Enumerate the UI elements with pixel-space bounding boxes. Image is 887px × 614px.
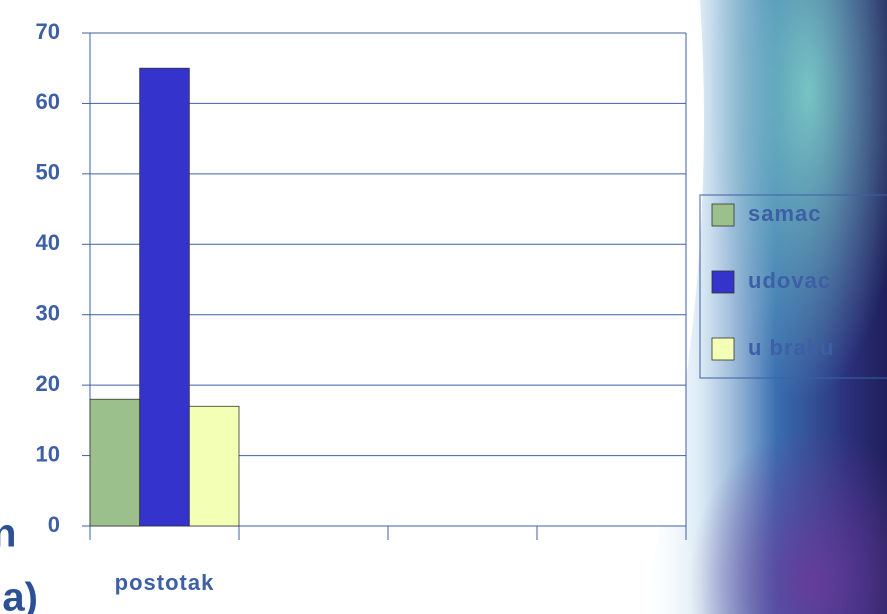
legend-label: u braku	[748, 335, 834, 360]
bar	[90, 399, 140, 526]
legend-label: samac	[748, 201, 822, 226]
page: {"slide_text": ["n", "ga)"], "chart_data…	[0, 0, 887, 614]
y-tick-label: 30	[36, 301, 60, 326]
slide-text-fragment: n	[0, 512, 16, 556]
slide: n ga) 0 10 20 30 40 50 60 70 postotak samac udovac…	[0, 0, 887, 614]
legend-swatch	[712, 204, 734, 226]
y-tick-label: 40	[36, 230, 60, 255]
legend-label: udovac	[748, 268, 831, 293]
legend-swatch	[712, 271, 734, 293]
legend-swatch	[712, 338, 734, 360]
y-tick-label: 70	[36, 19, 60, 44]
bar	[140, 68, 190, 526]
x-tick-label: postotak	[115, 570, 215, 595]
slide-text-fragment: ga)	[0, 576, 38, 614]
y-tick-label: 60	[36, 89, 60, 114]
bar	[189, 406, 239, 526]
y-tick-label: 0	[48, 512, 60, 537]
y-tick-label: 20	[36, 371, 60, 396]
y-tick-label: 50	[36, 160, 60, 185]
y-tick-label: 10	[36, 441, 60, 466]
